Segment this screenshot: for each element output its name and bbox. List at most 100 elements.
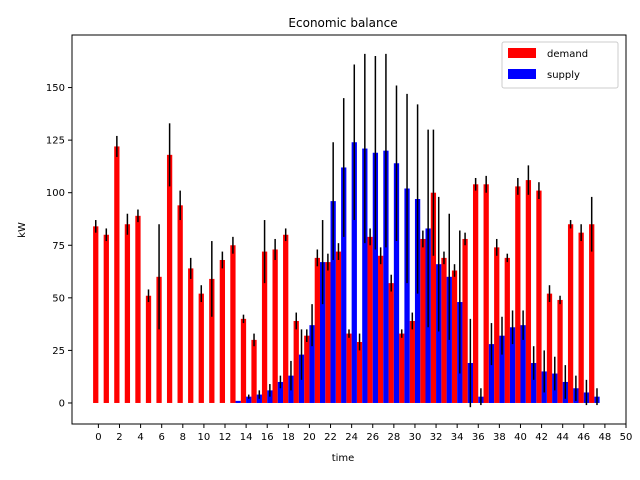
- bar-demand-2: [114, 146, 120, 403]
- bar-demand-6: [156, 276, 162, 403]
- x-tick-label-48: 48: [599, 432, 612, 443]
- x-tick-label-2: 2: [116, 432, 122, 443]
- bar-demand-47: [589, 224, 595, 403]
- x-tick-label-26: 26: [366, 432, 379, 443]
- bar-demand-34: [451, 270, 458, 403]
- bar-demand-45: [567, 224, 574, 403]
- bar-demand-5: [145, 295, 152, 403]
- x-tick-label-32: 32: [430, 432, 443, 443]
- bar-demand-11: [209, 278, 215, 403]
- y-tick-label-125: 125: [46, 136, 65, 147]
- bar-demand-0: [93, 226, 99, 403]
- x-tick-label-8: 8: [180, 432, 186, 443]
- bar-demand-25: [356, 341, 363, 403]
- bar-supply-13: [235, 400, 241, 403]
- bar-demand-14: [240, 318, 247, 403]
- chart-title: Economic balance: [288, 16, 397, 30]
- y-tick-label-150: 150: [46, 83, 65, 94]
- bar-supply-14: [246, 396, 252, 403]
- x-tick-label-34: 34: [451, 432, 464, 443]
- bar-demand-38: [494, 247, 500, 403]
- y-tick-label-75: 75: [52, 241, 65, 252]
- bar-demand-30: [409, 320, 415, 403]
- bar-demand-4: [135, 215, 141, 403]
- x-tick-label-18: 18: [282, 432, 295, 443]
- bar-supply-39: [509, 327, 516, 403]
- x-tick-label-50: 50: [620, 432, 633, 443]
- bar-demand-41: [525, 180, 532, 403]
- bar-demand-39: [504, 257, 510, 403]
- bar-demand-20: [304, 335, 310, 403]
- x-tick-label-4: 4: [137, 432, 143, 443]
- bar-demand-8: [177, 205, 183, 403]
- x-tick-label-20: 20: [303, 432, 316, 443]
- y-tick-label-25: 25: [52, 346, 65, 357]
- x-tick-label-12: 12: [219, 432, 232, 443]
- x-tick-label-36: 36: [472, 432, 485, 443]
- x-tick-label-22: 22: [324, 432, 337, 443]
- legend-swatch-supply: [508, 69, 536, 79]
- bar-demand-32: [430, 192, 437, 403]
- bar-supply-23: [341, 167, 347, 403]
- x-tick-label-0: 0: [95, 432, 101, 443]
- bar-demand-26: [367, 236, 373, 403]
- bar-demand-42: [536, 190, 542, 403]
- legend-swatch-demand: [508, 48, 536, 58]
- bar-supply-24: [351, 142, 357, 403]
- x-tick-label-42: 42: [535, 432, 548, 443]
- y-tick-label-100: 100: [46, 188, 65, 199]
- bar-supply-38: [499, 335, 505, 403]
- bar-demand-7: [166, 154, 173, 403]
- bar-demand-13: [230, 245, 236, 403]
- x-tick-label-44: 44: [556, 432, 569, 443]
- bar-demand-35: [462, 238, 468, 403]
- x-tick-label-30: 30: [409, 432, 422, 443]
- bar-supply-37: [488, 344, 495, 403]
- bar-demand-40: [515, 186, 521, 403]
- bar-supply-17: [277, 381, 284, 403]
- bars-layer: [93, 142, 600, 403]
- bar-demand-21: [314, 257, 320, 403]
- x-tick-label-10: 10: [198, 432, 211, 443]
- x-axis-label: time: [332, 453, 355, 464]
- bar-demand-1: [103, 234, 109, 403]
- bar-demand-31: [420, 238, 426, 403]
- bar-supply-22: [330, 201, 336, 403]
- bar-demand-18: [283, 234, 289, 403]
- bar-demand-28: [388, 283, 394, 403]
- bar-supply-40: [520, 325, 526, 403]
- bar-supply-21: [319, 262, 326, 403]
- x-ticks: 0 2 4 6 8 10 12 14 16 18 20 22 24 26 28 30 32 34 36 38 40 42 4…: [95, 424, 632, 443]
- x-tick-label-40: 40: [514, 432, 527, 443]
- y-tick-label-50: 50: [52, 293, 65, 304]
- bar-supply-20: [309, 325, 315, 403]
- x-tick-label-28: 28: [387, 432, 400, 443]
- bar-supply-32: [436, 264, 442, 403]
- bar-demand-9: [188, 268, 194, 403]
- y-axis-label: kW: [17, 222, 28, 238]
- bar-demand-3: [124, 224, 131, 403]
- bar-supply-25: [362, 148, 368, 403]
- bar-supply-28: [393, 163, 400, 403]
- bar-demand-37: [483, 184, 489, 403]
- bar-demand-19: [293, 320, 299, 403]
- bar-demand-15: [251, 339, 257, 403]
- bar-supply-30: [414, 199, 421, 403]
- error-bars-layer: [94, 53, 598, 408]
- bar-demand-29: [399, 333, 405, 403]
- bar-demand-22: [325, 262, 331, 403]
- bar-supply-27: [383, 150, 389, 403]
- bar-demand-23: [335, 251, 342, 403]
- legend-label-demand: demand: [547, 49, 588, 60]
- bar-demand-12: [219, 259, 226, 403]
- bar-demand-43: [546, 293, 553, 403]
- bar-demand-16: [261, 251, 268, 403]
- bar-demand-33: [441, 257, 447, 403]
- bar-demand-10: [198, 293, 204, 403]
- y-ticks: 0 25 50 75 100 125 150: [46, 83, 72, 409]
- x-tick-label-24: 24: [345, 432, 358, 443]
- bar-demand-44: [557, 299, 563, 403]
- bar-supply-26: [372, 152, 379, 403]
- bar-demand-27: [378, 255, 384, 403]
